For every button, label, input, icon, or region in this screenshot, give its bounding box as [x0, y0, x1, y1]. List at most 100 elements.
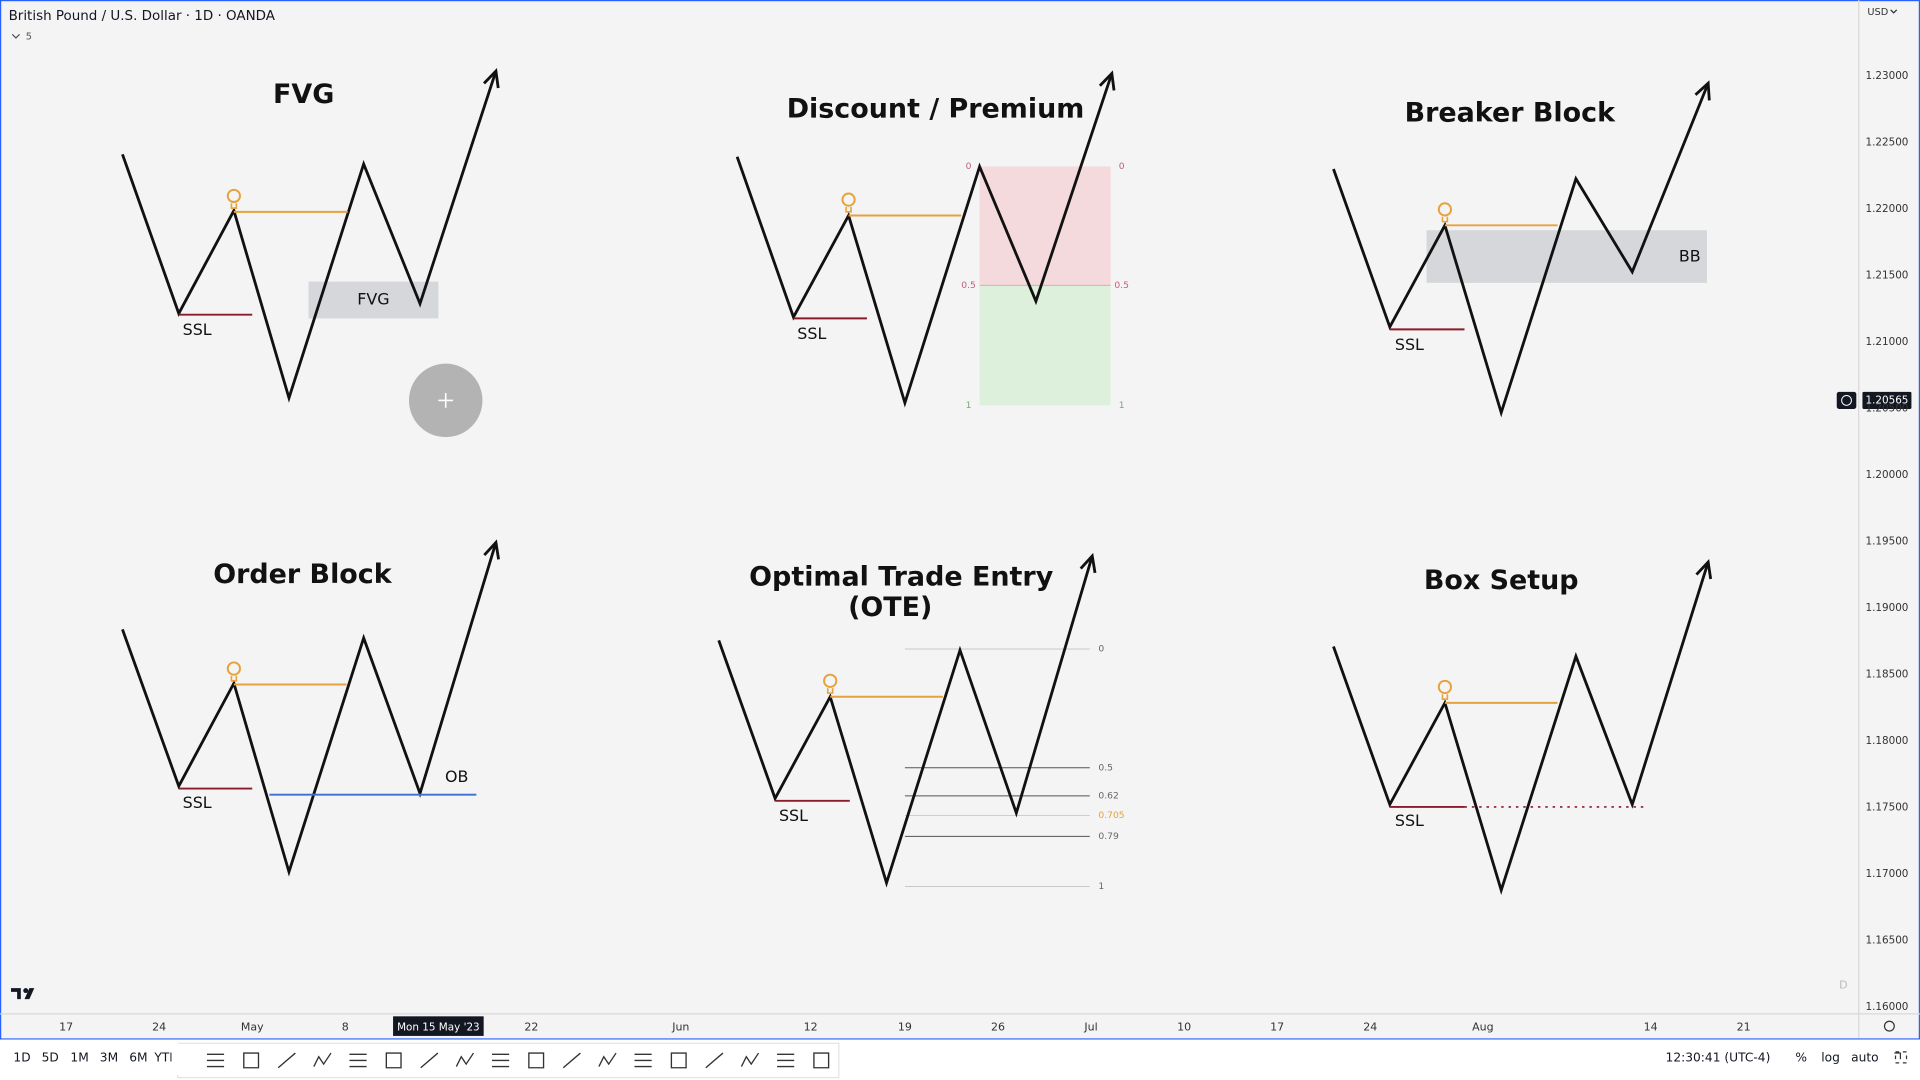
breaker-zone [1426, 230, 1707, 283]
time-label: May [241, 1020, 264, 1033]
diagram-title: Breaker Block [1405, 97, 1617, 128]
price-label: 1.18000 [1865, 735, 1908, 747]
ssl-label: SSL [779, 806, 808, 825]
settings-icon[interactable] [1883, 1020, 1908, 1065]
fib-label: 0.79 [1098, 831, 1119, 842]
drawing-tool[interactable] [206, 1053, 225, 1068]
price-path [735, 73, 1114, 408]
scale-option[interactable]: log [1821, 1050, 1840, 1064]
price-path [717, 555, 1094, 888]
scale-option[interactable]: auto [1851, 1050, 1879, 1064]
ssl-label: SSL [1395, 811, 1424, 830]
arrow-head [1079, 552, 1097, 574]
alert-icon [226, 188, 241, 204]
ssl-label: SSL [1395, 335, 1424, 354]
diagram: SSL Box Setup [1332, 558, 1713, 895]
diagrams: SSL FVG FVG 0 0 0.5 0.5 1 1 SSL Discount / Premium… [121, 67, 1713, 895]
interval-button[interactable]: 1M [70, 1050, 88, 1064]
drawing-tool[interactable] [420, 1052, 439, 1069]
alert-icon [1437, 679, 1452, 695]
drawing-tool[interactable] [813, 1052, 830, 1069]
ssl-label: SSL [797, 324, 826, 343]
diagram: 0 0 0.5 0.5 1 1 SSL Discount / Premium [735, 70, 1129, 411]
fib-label: 1 [1098, 881, 1104, 892]
alert-icon-stem [230, 203, 238, 209]
alert-icon-stem [230, 675, 238, 682]
fib-label: 0 [1098, 643, 1104, 654]
drawing-tool[interactable] [349, 1053, 367, 1068]
ssl-label: SSL [183, 320, 212, 339]
diagram-title: Box Setup [1424, 565, 1579, 596]
fib-label: 0 [966, 161, 972, 172]
price-path [121, 70, 498, 403]
cursor [408, 363, 483, 438]
drawing-tool[interactable] [634, 1053, 652, 1068]
interval-button[interactable]: 1D [13, 1050, 30, 1064]
drawing-tool[interactable] [243, 1052, 260, 1069]
ssl-label: SSL [183, 793, 212, 812]
price-label: 1.19000 [1865, 602, 1908, 614]
drawing-tool[interactable] [277, 1052, 296, 1069]
arrow-head [1694, 80, 1711, 101]
arrow-head [1098, 70, 1116, 91]
price-label: 1.22000 [1865, 203, 1908, 215]
drawing-tool[interactable] [777, 1053, 795, 1068]
drawing-tool[interactable] [313, 1052, 332, 1067]
interval-button[interactable]: 6M [129, 1050, 147, 1064]
fvg-label: FVG [357, 290, 389, 309]
time-label: 22 [524, 1020, 538, 1033]
diagram: 0 0.5 0.62 0.705 0.79 1 SSL Optimal Trade Entry… [717, 552, 1125, 892]
fvg-zone [308, 281, 439, 319]
diagram: SSL Order Block OB [121, 539, 500, 877]
price-label: 1.23000 [1865, 70, 1908, 82]
interval-button[interactable]: 3M [100, 1050, 118, 1064]
price-label: 1.18500 [1865, 668, 1908, 680]
indicator-count[interactable]: 5 [26, 32, 32, 43]
drawing-tool[interactable] [562, 1052, 581, 1069]
price-label: 1.20500 [1865, 402, 1908, 414]
chart-frame [0, 0, 1920, 1040]
fib-label: 0.5 [961, 280, 976, 291]
drawing-tool[interactable] [705, 1052, 724, 1069]
drawing-tool[interactable] [528, 1052, 545, 1069]
crosshair-date-bg [393, 1016, 484, 1036]
alert-icon-stem [845, 206, 852, 213]
clock: 12:30:41 (UTC-4) [1666, 1050, 1771, 1064]
bb-label: BB [1679, 247, 1701, 266]
arrow-head [483, 67, 500, 89]
drawing-tool[interactable] [492, 1053, 510, 1068]
fib-label: 0.62 [1098, 790, 1118, 801]
drawing-tool[interactable] [598, 1052, 617, 1067]
time-label: 26 [991, 1020, 1005, 1033]
fib-label: 0 [1119, 161, 1125, 172]
time-label: 24 [152, 1020, 166, 1033]
time-label: Jul [1083, 1020, 1097, 1033]
alert-icon [226, 661, 241, 676]
price-label: 1.19500 [1865, 535, 1908, 547]
interval-button[interactable]: 5D [42, 1050, 59, 1064]
price-label: 1.16000 [1865, 1001, 1908, 1013]
fib-label: 1 [1119, 400, 1125, 411]
diagram-title: Order Block [213, 559, 393, 590]
symbol-title[interactable]: British Pound / U.S. Dollar · 1D · OANDA [9, 9, 276, 24]
drawing-tool[interactable] [740, 1052, 760, 1067]
premium-zone [979, 166, 1111, 286]
time-label: 17 [1270, 1020, 1284, 1033]
scale-option[interactable]: % [1795, 1050, 1807, 1064]
time-label: 17 [59, 1020, 73, 1033]
drawing-tool[interactable] [455, 1052, 475, 1067]
corner-mark: D [1839, 979, 1847, 992]
discount-zone [979, 285, 1111, 406]
arrow-head [483, 539, 500, 560]
collapse-icon[interactable] [11, 33, 21, 39]
time-label: 10 [1177, 1020, 1191, 1033]
alert-icon [823, 673, 838, 688]
drawing-tool[interactable] [385, 1052, 402, 1069]
drawing-tool[interactable] [670, 1052, 687, 1069]
time-label: Jun [671, 1020, 689, 1033]
currency-label[interactable]: USD [1867, 7, 1888, 18]
time-label: Aug [1472, 1020, 1494, 1033]
diagram-title: FVG [273, 79, 334, 110]
